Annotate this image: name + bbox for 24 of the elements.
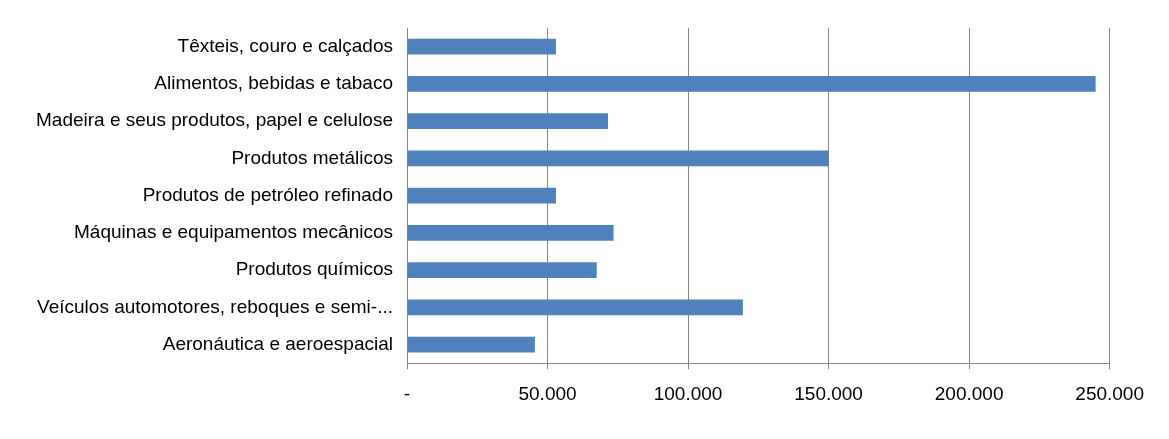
x-tick-label: 100.000 xyxy=(653,382,723,404)
x-tick-label: - xyxy=(403,382,411,404)
y-tick-label: Máquinas e equipamentos mecânicos xyxy=(74,221,393,243)
y-tick-label: Produtos metálicos xyxy=(231,146,393,168)
bar xyxy=(407,150,829,167)
y-tick-label: Aeronáutica e aeroespacial xyxy=(162,332,393,354)
y-tick-label: Têxteis, couro e calçados xyxy=(177,34,393,56)
bar xyxy=(407,38,556,55)
bar xyxy=(407,225,614,241)
x-tick-label: 50.000 xyxy=(518,382,577,404)
x-tick-label: 200.000 xyxy=(934,382,1004,404)
bar xyxy=(407,76,1096,92)
bar xyxy=(407,299,743,316)
y-tick-label: Produtos de petróleo refinado xyxy=(142,183,393,205)
y-tick-label: Veículos automotores, reboques e semi-... xyxy=(37,295,393,317)
y-tick-label: Alimentos, bebidas e tabaco xyxy=(154,72,393,94)
x-tick-label: 250.000 xyxy=(1075,382,1144,404)
y-tick-label: Madeira e seus produtos, papel e celulose xyxy=(35,109,393,131)
bar xyxy=(407,187,556,204)
x-tick-label: 150.000 xyxy=(794,382,863,404)
y-tick-label: Produtos químicos xyxy=(235,258,393,280)
bar xyxy=(407,336,535,353)
bar xyxy=(407,262,597,278)
bar xyxy=(407,113,608,129)
